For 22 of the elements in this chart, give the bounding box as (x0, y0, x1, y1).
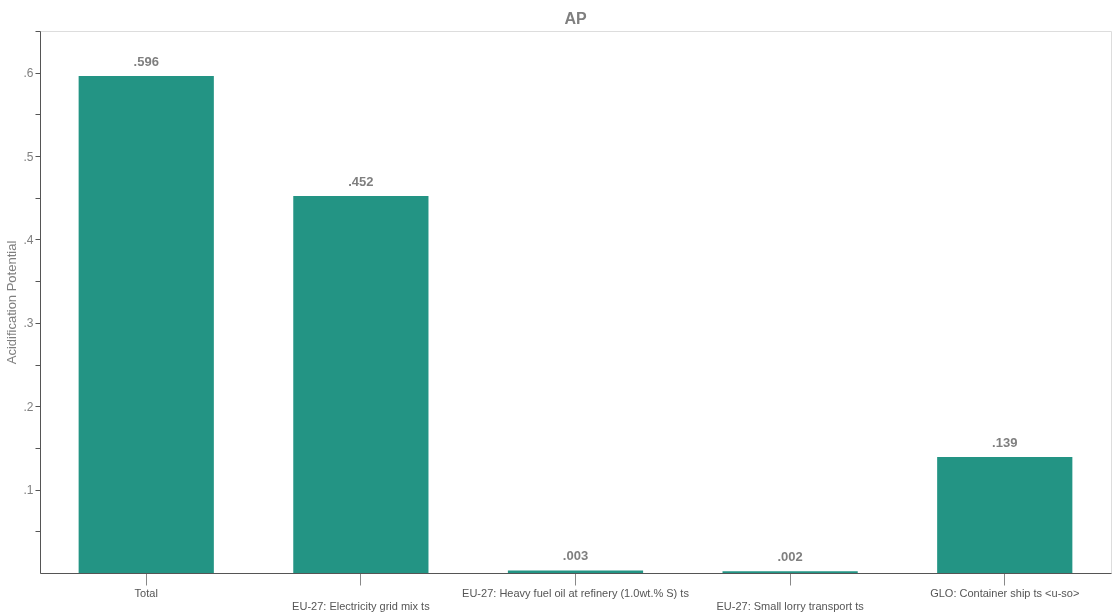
y-tick-label: .6 (23, 66, 34, 81)
data-label: .452 (348, 174, 374, 190)
x-tick-label: GLO: Container ship ts <u-so> (930, 586, 1080, 599)
x-tick-label: EU-27: Electricity grid mix ts (292, 599, 431, 612)
y-tick-label: .2 (23, 399, 34, 414)
data-label: .596 (133, 54, 159, 70)
y-tick-label: .3 (23, 316, 34, 331)
y-tick-label: .5 (23, 149, 34, 164)
data-label: .003 (562, 548, 589, 564)
bar (507, 570, 644, 573)
y-tick-label: .4 (23, 232, 34, 247)
bar (78, 76, 214, 573)
bar (937, 457, 1073, 573)
bar (293, 196, 429, 573)
x-tick-label: EU-27: Small lorry transport ts (716, 599, 865, 612)
y-tick-label: .1 (23, 483, 34, 498)
x-tick-label: EU-27: Heavy fuel oil at refinery (1.0wt.% S) ts (462, 586, 690, 599)
y-axis-title: Acidification Potential (4, 240, 20, 365)
x-tick-label: Total (134, 586, 158, 599)
data-label: .139 (992, 435, 1018, 451)
chart-title: AP (564, 9, 587, 27)
data-label: .002 (777, 549, 803, 565)
